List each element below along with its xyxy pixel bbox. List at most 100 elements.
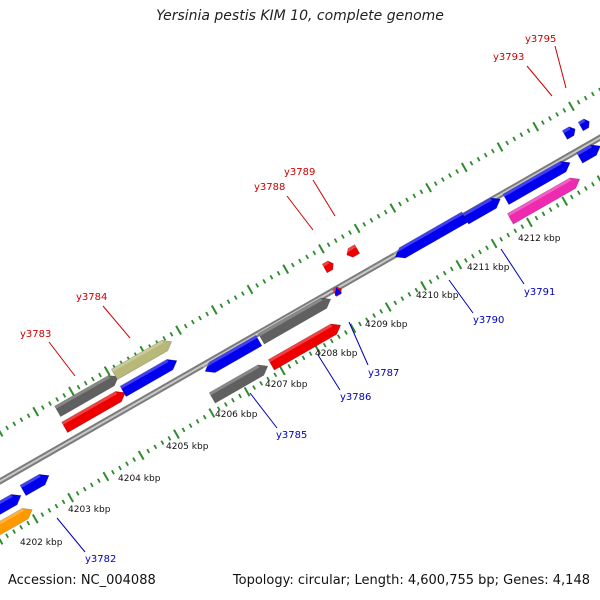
scale-label: 4210 kbp [416, 291, 459, 301]
minor-tick [26, 413, 31, 419]
gene-label-y3787: y3787 [368, 368, 399, 379]
minor-tick [118, 465, 122, 471]
minor-tick [273, 372, 278, 378]
major-tick [318, 243, 325, 254]
minor-tick [541, 211, 546, 217]
minor-tick [301, 355, 306, 361]
gene-y3787 [267, 323, 342, 371]
minor-tick [598, 87, 600, 92]
minor-tick [476, 156, 481, 162]
gene-label-y3793: y3793 [493, 52, 524, 63]
leader-line [554, 45, 567, 89]
minor-tick [82, 486, 87, 492]
minor-tick [322, 342, 327, 348]
minor-tick [76, 384, 81, 390]
genome-backbone [0, 134, 600, 485]
minor-tick [534, 215, 539, 221]
minor-tick [329, 338, 334, 344]
genome-title: Yersinia pestis KIM 10, complete genome [156, 8, 444, 24]
gene-segment [19, 474, 50, 497]
gene-y3786 [257, 297, 332, 345]
minor-tick [188, 423, 193, 429]
minor-tick [562, 108, 567, 113]
minor-tick [266, 376, 271, 382]
minor-tick [75, 491, 80, 496]
minor-tick [238, 393, 242, 399]
minor-tick [512, 136, 517, 142]
minor-tick [428, 279, 433, 285]
gene-label-y3788: y3788 [254, 182, 285, 193]
gene-label-y3795: y3795 [525, 34, 556, 45]
minor-tick [412, 193, 417, 199]
minor-tick [591, 181, 595, 187]
gene-y3789 [344, 244, 361, 258]
major-tick [353, 223, 361, 234]
minor-tick [464, 258, 468, 263]
minor-tick [576, 190, 581, 196]
minor-tick [40, 405, 45, 410]
leader-line [312, 179, 336, 217]
major-tick [0, 429, 4, 437]
gene-y3785-neg [202, 334, 263, 373]
scale-label: 4211 kbp [467, 263, 510, 273]
minor-tick [12, 421, 17, 427]
gene-y3791 [462, 197, 501, 225]
minor-tick [433, 181, 438, 186]
minor-tick [202, 414, 207, 420]
minor-tick [376, 213, 381, 219]
minor-tick [344, 330, 348, 335]
minor-tick [358, 321, 362, 327]
minor-tick [5, 425, 10, 431]
minor-tick [132, 457, 136, 462]
minor-tick [269, 274, 274, 280]
minor-tick [54, 503, 59, 509]
minor-tick [506, 232, 511, 238]
genome-summary-text: Topology: circular; Length: 4,600,755 bp… [232, 573, 590, 588]
leader-line [102, 305, 131, 339]
minor-tick [490, 148, 495, 154]
gene-features [0, 118, 600, 537]
scale-label: 4204 kbp [118, 474, 161, 484]
gene-y3784 [110, 340, 173, 381]
minor-tick [548, 207, 553, 213]
minor-tick [255, 283, 260, 288]
minor-tick [231, 397, 235, 403]
minor-tick [96, 478, 101, 484]
minor-tick [414, 287, 419, 293]
leader-line [317, 354, 341, 391]
minor-tick [485, 245, 489, 251]
minor-tick [90, 376, 95, 382]
gene-label-y3785: y3785 [276, 430, 307, 441]
minor-tick [287, 363, 292, 369]
gene-y3795 [577, 118, 590, 132]
minor-tick [98, 372, 102, 378]
major-tick [455, 259, 463, 270]
minor-tick [555, 203, 560, 208]
minor-tick [190, 319, 195, 325]
minor-tick [111, 469, 115, 475]
minor-tick [205, 311, 210, 317]
major-tick [349, 323, 357, 334]
minor-tick [584, 186, 588, 191]
gene-y3782 [0, 508, 33, 537]
minor-tick [448, 173, 452, 178]
major-tick [173, 429, 180, 439]
minor-tick [483, 152, 488, 158]
minor-tick [393, 300, 398, 306]
minor-tick [383, 209, 388, 215]
scale-label: 4209 kbp [365, 320, 408, 330]
minor-tick [555, 112, 560, 117]
major-tick [314, 344, 321, 355]
minor-tick [89, 482, 94, 488]
minor-tick [61, 499, 66, 505]
leader-line [526, 65, 553, 97]
major-tick [568, 101, 575, 112]
minor-tick [146, 448, 151, 454]
minor-tick [83, 380, 88, 386]
leader-line [286, 195, 314, 231]
strand-marker-icon [335, 287, 342, 296]
scale-label: 4208 kbp [315, 349, 358, 359]
minor-tick [369, 217, 374, 223]
gene-y3793 [561, 126, 576, 140]
